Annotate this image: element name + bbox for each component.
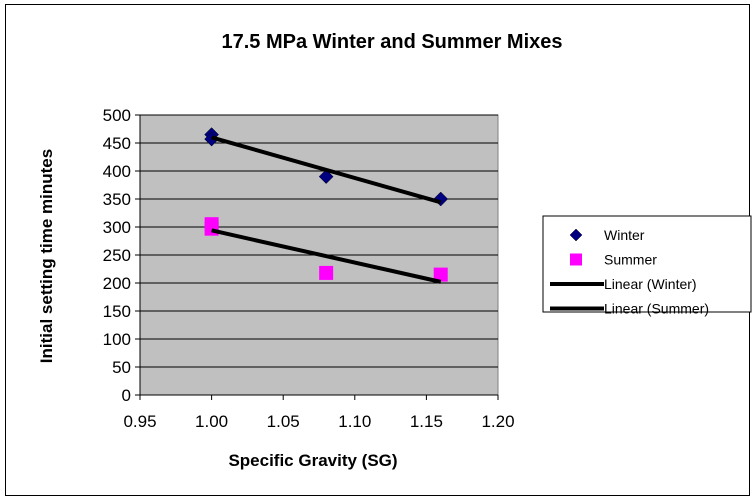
y-tick-label: 100 (103, 330, 131, 349)
trendline (211, 228, 442, 284)
y-tick-label: 450 (103, 134, 131, 153)
legend-label: Summer (604, 252, 657, 268)
y-tick-label: 250 (103, 246, 131, 265)
x-tick-label: 1.15 (410, 412, 443, 431)
legend-label: Winter (604, 227, 645, 243)
trendlines (211, 135, 442, 284)
y-tick-label: 200 (103, 274, 131, 293)
legend-marker-diamond (569, 228, 583, 242)
y-axis-ticks: 0 50 100 150 200 250 300 350 400 450 500 (103, 106, 140, 405)
y-tick-label: 150 (103, 302, 131, 321)
y-tick-label: 350 (103, 190, 131, 209)
data-point-summer (204, 221, 219, 236)
legend-entry: Linear (Winter) (550, 276, 697, 292)
legend-entry: Winter (569, 227, 645, 243)
data-point-summer (433, 267, 448, 282)
legend-entry: Linear (Summer) (550, 301, 709, 317)
y-tick-label: 50 (112, 358, 131, 377)
y-tick-label: 0 (122, 386, 131, 405)
legend: Winter Summer Linear (Winter) Linear (Summe… (542, 215, 752, 317)
legend-entry: Summer (570, 252, 657, 268)
x-tick-label: 1.20 (481, 412, 514, 431)
data-point-summer (319, 265, 334, 280)
y-tick-label: 500 (103, 106, 131, 125)
legend-label: Linear (Winter) (604, 276, 697, 292)
y-tick-label: 400 (103, 162, 131, 181)
x-tick-label: 1.05 (267, 412, 300, 431)
data-point-winter (318, 169, 334, 184)
x-axis-ticks: 0.95 1.00 1.05 1.10 1.15 1.20 (123, 395, 515, 431)
x-tick-label: 1.10 (338, 412, 371, 431)
trendline (211, 135, 442, 205)
y-tick-label: 300 (103, 218, 131, 237)
chart-title: 17.5 MPa Winter and Summer Mixes (221, 31, 562, 53)
x-tick-label: 0.95 (123, 412, 156, 431)
y-axis-title: Initial setting time minutes (37, 149, 56, 363)
x-axis-title: Specific Gravity (SG) (228, 451, 397, 470)
legend-marker-square (570, 253, 582, 266)
legend-label: Linear (Summer) (604, 301, 709, 317)
x-tick-label: 1.00 (195, 412, 228, 431)
